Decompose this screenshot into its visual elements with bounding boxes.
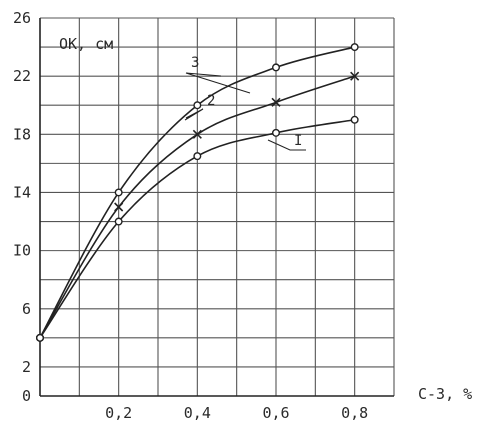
x-axis-label: C-3, % <box>418 385 472 403</box>
x-tick-label: 0,4 <box>184 404 211 422</box>
series-line-2 <box>39 75 355 339</box>
y-tick-label: 6 <box>22 300 31 318</box>
data-point <box>271 97 281 107</box>
data-point <box>114 188 123 197</box>
series-leader-line <box>267 139 306 151</box>
y-tick-label: 26 <box>13 9 31 27</box>
axes <box>39 18 394 397</box>
data-point <box>36 333 45 342</box>
y-tick-label: I0 <box>13 242 31 260</box>
data-point <box>272 128 281 137</box>
data-point <box>350 115 359 124</box>
series-label: 3 <box>191 55 199 71</box>
series-layer <box>36 43 360 342</box>
data-point <box>192 129 202 139</box>
y-axis-label: OK, см <box>59 35 113 53</box>
data-point-stroke <box>192 129 202 139</box>
y-tick-label: 22 <box>13 67 31 85</box>
data-point-stroke <box>271 97 281 107</box>
data-point-stroke <box>114 202 124 212</box>
y-tick-label: 0 <box>22 387 31 405</box>
series-leader-line <box>184 108 204 121</box>
data-point <box>193 101 202 110</box>
x-tick-label: 0,8 <box>341 404 368 422</box>
x-tick-label: 0,6 <box>262 404 289 422</box>
grid <box>40 17 395 396</box>
y-tick-label: I8 <box>13 125 31 143</box>
series-line-3 <box>39 46 355 339</box>
y-tick-label: 2 <box>22 358 31 376</box>
data-point-stroke <box>350 71 360 81</box>
data-point <box>350 43 359 52</box>
x-tick-label: 0,2 <box>105 404 132 422</box>
data-point <box>350 71 360 81</box>
series-leader-line <box>185 72 251 94</box>
data-point <box>114 202 124 212</box>
y-tick-label: I4 <box>13 183 31 201</box>
data-point <box>114 217 123 226</box>
series-label: I <box>294 133 302 149</box>
data-point <box>272 63 281 72</box>
series-line-I <box>39 118 355 339</box>
series-label: 2 <box>207 93 215 109</box>
data-point <box>193 152 202 161</box>
